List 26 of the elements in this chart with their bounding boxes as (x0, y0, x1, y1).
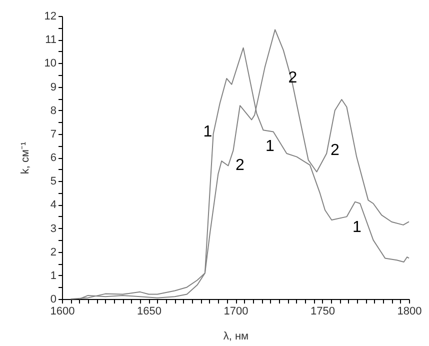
annotation: 1 (352, 219, 362, 236)
y-tick-label: 10 (44, 58, 56, 70)
y-tick-label: 7 (50, 128, 56, 140)
y-tick-label: 3 (50, 222, 56, 235)
annotation: 1 (266, 138, 275, 155)
y-tick-label: 12 (44, 10, 56, 22)
y-tick-label: 9 (50, 81, 56, 94)
y-tick-label: 6 (50, 152, 56, 164)
annotation: 1 (203, 124, 212, 141)
x-tick-label: 1750 (310, 306, 335, 318)
y-tick-label: 2 (50, 246, 56, 258)
y-tick-label: 4 (50, 199, 56, 212)
annotation: 2 (236, 157, 245, 174)
y-tick-label: 5 (50, 176, 56, 188)
x-tick-label: 1600 (50, 306, 75, 318)
y-tick-label: 11 (45, 34, 56, 46)
y-axis-title: k, см⁻¹ (19, 141, 32, 174)
y-tick-label: 8 (50, 104, 56, 117)
x-tick-label: 1800 (397, 306, 422, 318)
annotation: 2 (330, 142, 340, 159)
y-tick-label: 1 (50, 270, 56, 282)
x-tick-label: 1700 (224, 306, 248, 318)
y-tick-label: 0 (50, 294, 56, 306)
x-axis-title: λ, нм (223, 330, 249, 342)
annotation: 2 (288, 69, 298, 86)
x-tick-label: 1650 (137, 306, 162, 318)
